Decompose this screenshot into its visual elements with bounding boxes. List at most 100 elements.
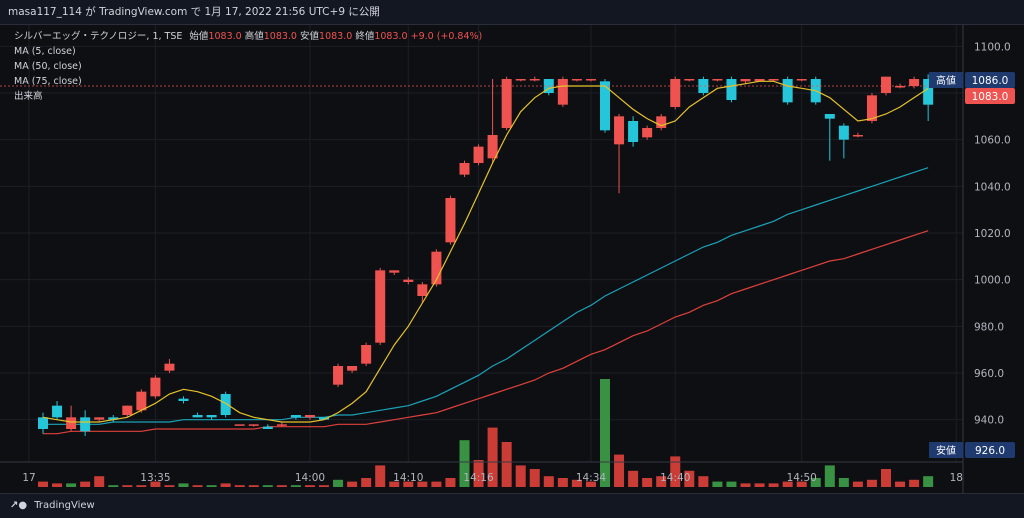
candle-body [754,79,765,82]
candle-body [852,135,863,137]
volume-bar [571,479,582,487]
ma75-line [43,230,929,435]
candle-body [571,79,582,81]
time-tick-label: 13:35 [140,472,170,484]
price-chart[interactable]: 1100.01080.01060.01040.01020.01000.0980.… [0,25,1024,493]
candle-body [347,366,358,371]
footer: ↗● TradingView [0,494,1024,518]
volume-bar [557,478,568,487]
candle-body [304,415,315,418]
volume-bar [136,485,147,487]
current-price-tag: 1083.0 [965,88,1015,104]
candle-body [895,86,906,88]
volume-bar [698,476,709,487]
price-tick-label: 960.0 [974,368,1004,380]
time-axis[interactable]: 17 13:35 14:00 14:10 14:16 14:34 14:40 14:50 18 [22,472,963,484]
volume-bar [796,481,807,487]
low-label: 安値 [300,31,320,42]
tag-value: 1086.0 [972,75,1009,87]
time-tick-label: 14:10 [393,472,423,484]
legend-ma50[interactable]: MA (50, close) [14,61,82,72]
ma75-line-group [43,230,929,435]
legend-volume[interactable]: 出来高 [14,91,43,102]
candle-body [712,79,723,81]
candle-body [234,424,245,426]
volume-bar [108,485,119,487]
volume-bar [445,478,456,487]
candle-body [403,279,414,282]
open-label: 始値 [189,31,209,42]
volume-bar [459,440,470,487]
volume-bar [726,481,737,487]
candle-body [501,79,512,128]
time-tick-label: 14:16 [463,472,494,484]
volume-bar [614,454,625,487]
volume-bar [810,478,821,487]
volume-bar [852,481,863,487]
volume-bar [585,481,596,487]
change-value: +9.0 (+0.84%) [410,31,483,42]
volume-bar [768,483,779,487]
symbol-line[interactable]: シルバーエッグ・テクノロジー, 1, TSE [14,31,183,42]
grid [0,25,963,462]
candle-body [389,270,400,273]
tag-label: 安値 [936,444,956,457]
candle-body [698,79,709,93]
candle-body [628,121,639,142]
price-tags: 高値 1086.0 1083.0 安値 926.0 [929,72,1015,458]
candle-body [262,426,273,429]
candle-body [824,114,835,119]
volume-bar [529,469,540,487]
volume-bar [824,465,835,487]
tag-label-bg [929,72,963,88]
price-tick-label: 1000.0 [974,275,1011,287]
time-tick-label: 14:50 [787,472,817,484]
volume-bar [234,485,245,487]
chart-frame[interactable]: 1100.01080.01060.01040.01020.01000.0980.… [0,24,1024,494]
ma5-line-group [42,80,929,423]
tradingview-logo-icon[interactable]: ↗● [10,500,28,511]
candle-body [122,405,133,415]
open-value: 1083.0 [208,31,242,42]
ma50-line [43,167,929,425]
volume-bar [262,485,273,487]
legend-ma75[interactable]: MA (75, close) [14,76,82,87]
candle-body [656,116,667,128]
legend-ma5[interactable]: MA (5, close) [14,46,76,57]
publish-header: masa117_114 が TradingView.com で 1月 17, 2… [0,0,1024,24]
volume-bar [276,485,287,487]
candle-body [487,135,498,159]
volume-bar [389,481,400,487]
candle-body [178,398,189,401]
publish-line: masa117_114 が TradingView.com で 1月 17, 2… [8,6,380,18]
candle-body [290,415,301,418]
volume-bar [80,481,91,487]
price-tick-label: 1040.0 [974,181,1011,193]
volume-bar [66,483,77,487]
candle-body [136,391,147,411]
volume-bar [712,481,723,487]
candle-body [361,345,372,364]
brand-name[interactable]: TradingView [34,500,95,511]
volume-bar [122,485,133,487]
volume-bar [333,479,344,487]
price-tick-label: 980.0 [974,321,1004,333]
candle-body [276,424,287,426]
candle-body [838,125,849,140]
candle-body [782,79,793,103]
volume-bar [150,481,161,487]
time-tick-label: 18 [950,472,963,484]
volume-bar [192,485,203,487]
volume-bar [642,478,653,487]
volume-bar [304,485,315,487]
candle-body [192,415,203,418]
candle-body [740,79,751,82]
volume-bar [248,485,259,487]
volume-bar [656,476,667,487]
candle-body [614,116,625,145]
candle-body [319,417,329,420]
time-tick-label: 17 [22,472,35,484]
volume-bar [670,456,681,487]
candle-body [66,417,77,429]
candle-body [866,95,877,121]
